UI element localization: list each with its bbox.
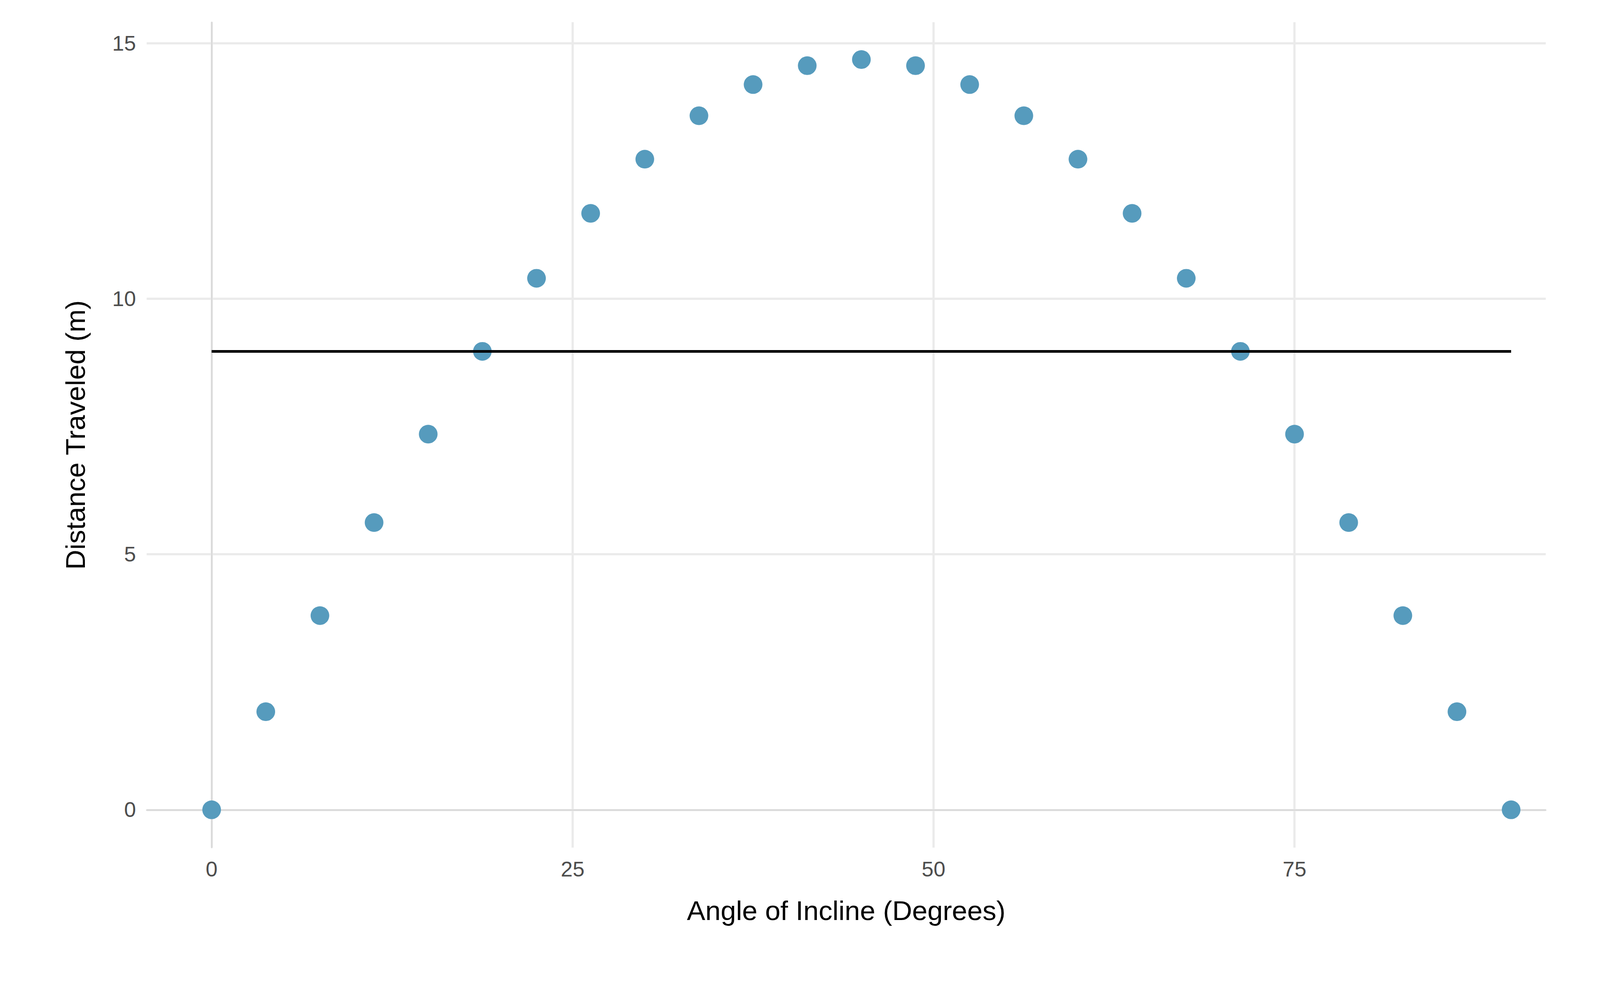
svg-text:0: 0 xyxy=(205,857,218,882)
svg-text:10: 10 xyxy=(112,287,136,311)
svg-text:15: 15 xyxy=(112,31,136,56)
svg-text:0: 0 xyxy=(124,798,136,822)
svg-text:75: 75 xyxy=(1282,857,1307,882)
svg-text:Angle of Incline (Degrees): Angle of Incline (Degrees) xyxy=(687,895,1006,927)
svg-text:5: 5 xyxy=(124,542,136,567)
svg-text:Distance Traveled (m): Distance Traveled (m) xyxy=(60,300,91,570)
svg-text:50: 50 xyxy=(921,857,946,882)
svg-text:25: 25 xyxy=(560,857,585,882)
